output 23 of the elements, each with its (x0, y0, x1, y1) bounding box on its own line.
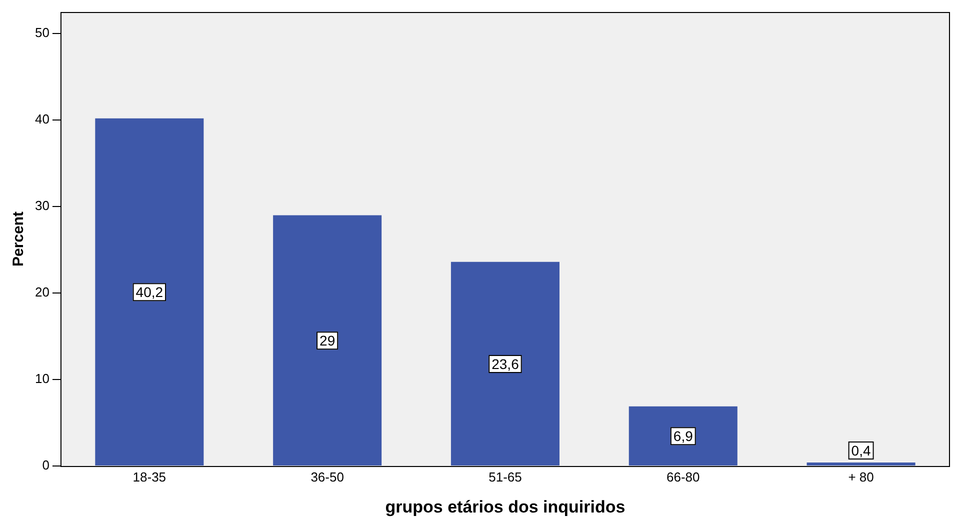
bar (628, 406, 738, 466)
x-tick-label: 66-80 (666, 469, 700, 484)
bar (273, 215, 382, 466)
y-tick-label: 40 (34, 112, 50, 127)
x-tick-label: 36-50 (310, 469, 344, 484)
y-axis-title: Percent (10, 211, 28, 267)
y-tick-label: 50 (34, 25, 50, 40)
data-label: 23,6 (492, 356, 520, 372)
y-tick-label: 20 (34, 284, 50, 300)
x-tick-label: 51-65 (488, 469, 522, 484)
bar (806, 462, 916, 466)
data-label: 29 (320, 332, 336, 348)
x-tick-label: 18-35 (132, 469, 166, 484)
x-axis-title: grupos etários dos inquiridos (385, 497, 626, 516)
data-label: 40,2 (136, 284, 164, 300)
bar (95, 118, 204, 466)
y-tick-label: 0 (42, 458, 50, 473)
x-tick-label: + 80 (848, 469, 874, 484)
data-label: 0,4 (851, 442, 871, 458)
y-tick-label: 30 (34, 198, 50, 214)
bar (450, 262, 560, 466)
y-tick-label: 10 (34, 371, 50, 386)
data-label: 6,9 (673, 428, 694, 444)
